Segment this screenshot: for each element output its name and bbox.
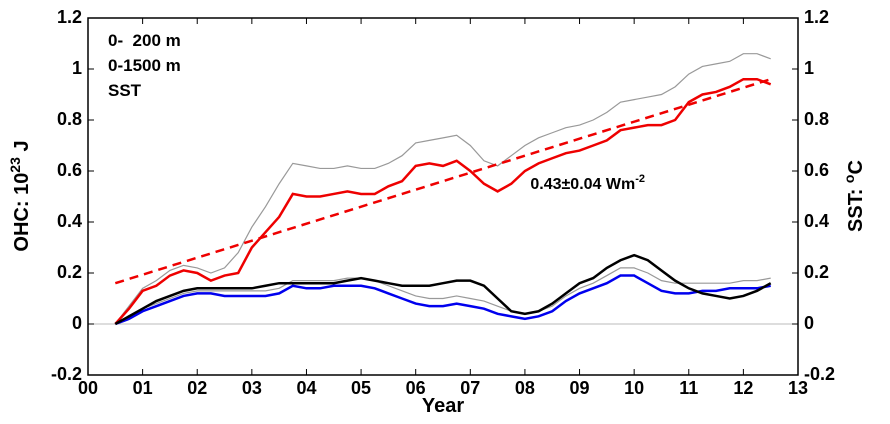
y2-tick-label: 1 [804,58,814,78]
y2-tick-label: 0.8 [804,109,829,129]
x-tick-label: 06 [406,378,426,398]
x-tick-label: 12 [733,378,753,398]
x-tick-label: 11 [679,378,698,398]
y2-tick-label: 0.6 [804,160,829,180]
plot-frame [87,17,799,376]
x-tick-label: 13 [788,378,808,398]
y-label-sup: 23 [7,157,23,173]
y-tick-label: 0.2 [57,262,82,282]
y-tick-label: 0.8 [57,109,82,129]
x-tick-label: 10 [624,378,644,398]
y-tick-label: 1 [72,58,82,78]
x-tick-label: 07 [460,378,480,398]
y-tick-label: 0.6 [57,160,82,180]
y2-tick-label: 0 [804,313,814,333]
x-tick-label: 01 [133,378,153,398]
uncertainty-line [115,267,771,325]
y-tick-label: 1.2 [57,7,82,27]
y-tick-label: -0.2 [51,364,82,384]
x-tick-label: 09 [570,378,590,398]
x-tick-label: 00 [78,378,98,398]
y2-tick-label: -0.2 [804,364,835,384]
y-tick-label: 0 [72,313,82,333]
annotation: 0.43±0.04 Wm-2 [530,173,645,193]
legend-entry: 0- 200 m [108,31,181,50]
annotation-sup: -2 [635,173,645,185]
legend-entry: SST [108,81,142,100]
y2-label-sup: o [841,174,857,183]
x-axis-label: Year [422,395,464,417]
y2-tick-label: 0.4 [804,211,829,231]
x-tick-label: 04 [296,378,316,398]
series-line [114,253,772,326]
x-tick-label: 08 [515,378,535,398]
uncertainty-line [114,53,771,325]
y2-tick-label: 1.2 [804,7,829,27]
series-line [114,274,771,326]
y-tick-label: 0.4 [57,211,82,231]
y-label-text: OHC: 10 [11,173,33,252]
series-line [114,77,772,325]
y2-tick-label: 0.2 [804,262,829,282]
annotation-text: 0.43±0.04 Wm [530,176,635,193]
legend-entry: 0-1500 m [108,56,181,75]
x-tick-label: 03 [242,378,262,398]
y2-label-text: SST: [845,183,867,232]
y2-label-unit: C [845,160,867,174]
x-tick-label: 02 [187,378,207,398]
y2-axis-label: SST: oC [841,160,867,232]
y-axis-label: OHC: 1023 J [7,140,33,251]
trend-line [114,78,772,285]
y-label-unit: J [11,140,33,157]
x-tick-label: 05 [351,378,371,398]
